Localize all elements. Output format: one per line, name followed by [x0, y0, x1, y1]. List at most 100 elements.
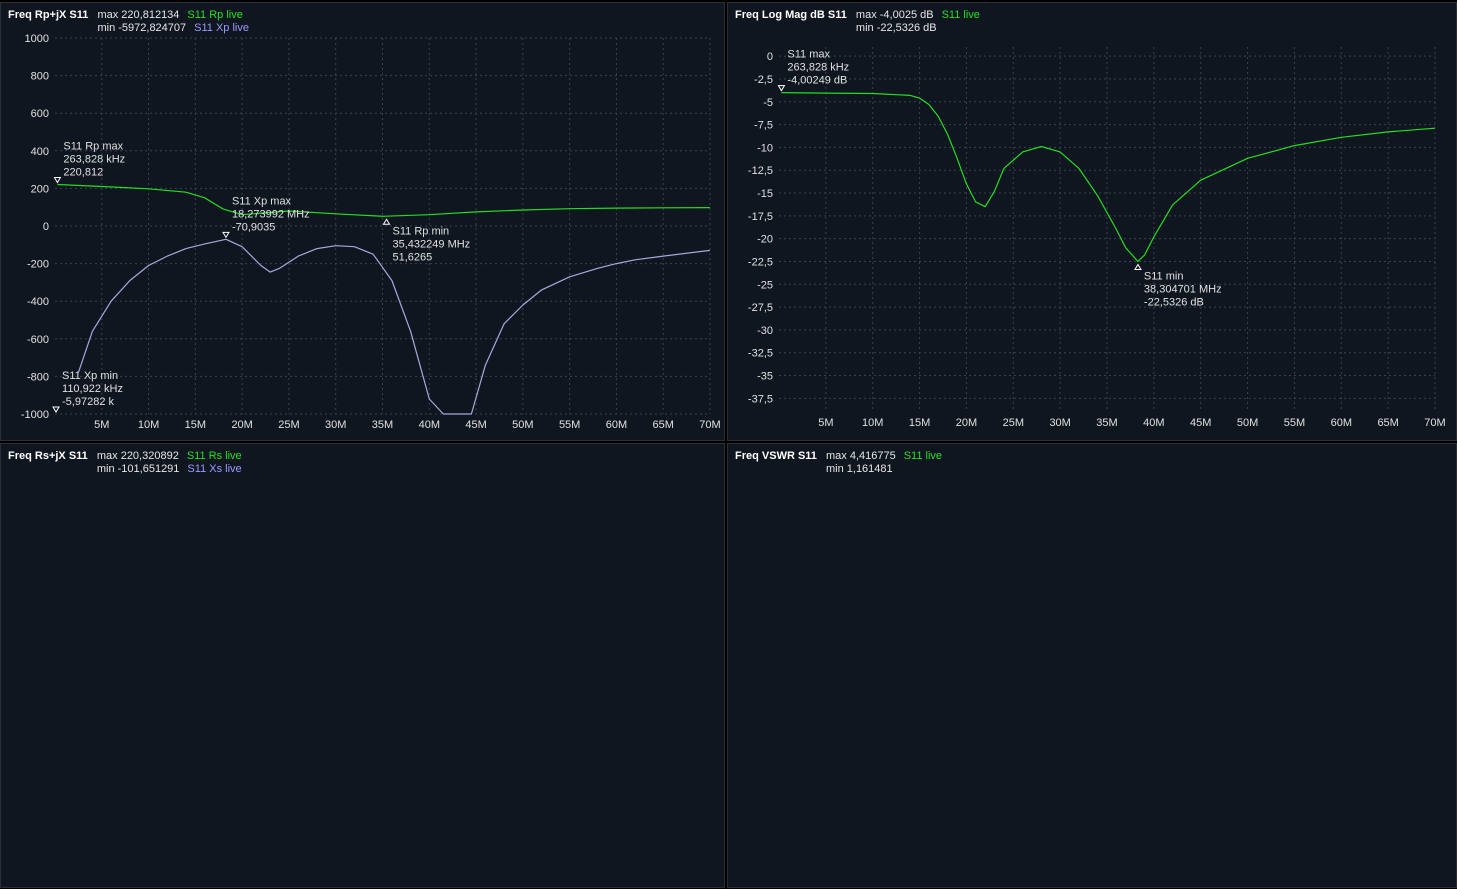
marker-label: S11 max [787, 49, 830, 61]
legend-entry-rp[interactable]: S11 Rp live [187, 9, 243, 21]
series-line-1 [77, 238, 710, 415]
plot-area[interactable]: 5M10M15M20M25M30M35M40M45M50M55M60M65M70… [1, 444, 726, 889]
y-tick-label: -30 [757, 325, 773, 337]
x-tick-label: 30M [325, 419, 346, 431]
chart-title: Freq Rp+jX S11 [8, 9, 89, 21]
y-tick-label: 200 [31, 183, 49, 195]
x-tick-label: 10M [138, 419, 159, 431]
plot-area[interactable]: 5M10M15M20M25M30M35M40M45M50M55M60M65M70… [728, 444, 1457, 889]
x-tick-label: 35M [1096, 417, 1117, 429]
x-tick-label: 65M [653, 419, 674, 431]
x-tick-label: 60M [1331, 417, 1352, 429]
y-tick-label: 0 [767, 51, 773, 63]
y-tick-label: 800 [31, 71, 49, 83]
marker-label: 35,432249 MHz [393, 238, 471, 250]
y-tick-label: -12,5 [748, 165, 773, 177]
chart-title: Freq Rs+jX S11 [8, 450, 88, 462]
grid [55, 37, 711, 415]
chart-title: Freq VSWR S11 [735, 450, 817, 462]
y-tick-label: -35 [757, 371, 773, 383]
y-tick-label: 1000 [25, 33, 49, 45]
y-tick-label: -32,5 [748, 348, 773, 360]
max-readout: max -4,0025 dB [855, 9, 934, 21]
y-tick-label: -7,5 [754, 120, 773, 132]
marker-label: 263,828 kHz [787, 62, 849, 74]
y-tick-label: -1000 [21, 409, 49, 421]
x-tick-label: 20M [231, 419, 252, 431]
y-tick-label: -22,5 [748, 256, 773, 268]
marker-label: -22,5326 dB [1144, 296, 1204, 308]
x-tick-label: 35M [372, 419, 393, 431]
x-tick-label: 45M [1190, 417, 1211, 429]
marker-triangle-icon [52, 406, 60, 413]
max-readout: max 220,320892 [96, 450, 179, 462]
y-tick-label: 600 [31, 108, 49, 120]
y-tick-label: -25 [757, 279, 773, 291]
max-readout: max 220,812134 [97, 9, 180, 21]
x-tick-label: 5M [94, 419, 109, 431]
y-tick-label: -15 [757, 188, 773, 200]
marker-label: S11 Xp min [62, 370, 118, 382]
marker-label: S11 min [1144, 270, 1184, 282]
chart-header: Freq Log Mag dB S11 max -4,0025 dB S11 li… [735, 9, 980, 35]
y-tick-label: -2,5 [754, 74, 773, 86]
min-readout: min -5972,824707 [97, 22, 187, 34]
x-tick-label: 30M [1049, 417, 1070, 429]
y-tick-label: -37,5 [748, 393, 773, 405]
marker-label: S11 Rp max [63, 140, 123, 152]
chart-header: Freq Rs+jX S11 max 220,320892 S11 Rs live… [8, 450, 242, 476]
y-tick-label: -600 [27, 334, 49, 346]
marker-label: 110,922 kHz [62, 383, 123, 395]
x-tick-label: 40M [419, 419, 440, 431]
x-tick-label: 55M [1284, 417, 1305, 429]
marker-label: 263,828 kHz [63, 153, 125, 165]
marker-label: 38,304701 MHz [1144, 283, 1222, 295]
marker-label: -5,97282 k [62, 396, 114, 408]
chart-header: Freq VSWR S11 max 4,416775 S11 live min 1… [735, 450, 942, 476]
marker-label: -4,00249 dB [787, 75, 847, 87]
x-tick-label: 5M [818, 417, 833, 429]
min-readout: min 1,161481 [825, 463, 893, 475]
y-tick-label: 400 [31, 146, 49, 158]
x-tick-label: 15M [909, 417, 930, 429]
x-tick-label: 50M [1237, 417, 1258, 429]
legend-entry-s11[interactable]: S11 live [903, 450, 943, 462]
chart-panel-rp-jx: Freq Rp+jX S11 max 220,812134 S11 Rp live… [0, 2, 725, 441]
chart-panel-vswr: Freq VSWR S11 max 4,416775 S11 live min 1… [727, 443, 1457, 888]
legend-entry-rs[interactable]: S11 Rs live [186, 450, 242, 462]
y-tick-label: -17,5 [748, 211, 773, 223]
y-tick-label: -27,5 [748, 302, 773, 314]
x-tick-label: 20M [956, 417, 977, 429]
x-tick-label: 15M [185, 419, 206, 431]
x-tick-label: 65M [1377, 417, 1398, 429]
x-tick-label: 45M [465, 419, 486, 431]
marker-label: 18,273992 MHz [232, 208, 310, 220]
legend-entry-xp[interactable]: S11 Xp live [194, 22, 249, 34]
min-readout: min -101,651291 [96, 463, 180, 475]
marker-label: 220,812 [63, 166, 103, 178]
marker-triangle-icon [1134, 263, 1142, 270]
x-tick-label: 25M [278, 419, 299, 431]
y-tick-label: -800 [27, 371, 49, 383]
grid [779, 47, 1436, 412]
min-readout: min -22,5326 dB [855, 22, 937, 34]
marker-label: S11 Xp max [232, 195, 292, 207]
y-tick-label: -200 [27, 259, 49, 271]
marker-triangle-icon [777, 85, 786, 92]
x-tick-label: 55M [559, 419, 580, 431]
x-tick-label: 10M [862, 417, 883, 429]
y-tick-label: -10 [757, 142, 773, 154]
max-readout: max 4,416775 [825, 450, 896, 462]
legend-entry-xs[interactable]: S11 Xs live [187, 463, 242, 475]
x-tick-label: 70M [1424, 417, 1445, 429]
legend-entry-s11[interactable]: S11 live [941, 9, 980, 21]
x-tick-label: 40M [1143, 417, 1164, 429]
